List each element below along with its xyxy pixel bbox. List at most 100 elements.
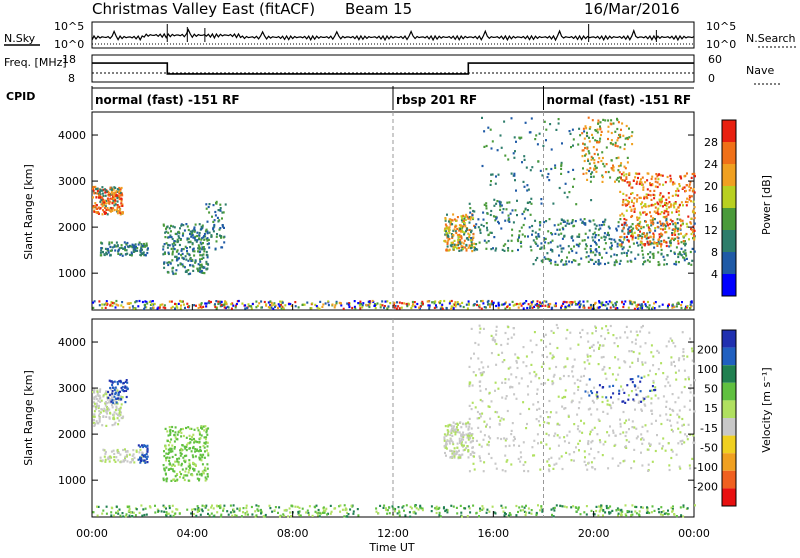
power-echo: [522, 180, 525, 183]
velocity-echo: [567, 415, 570, 418]
velocity-echo: [446, 439, 449, 442]
velocity-echo: [650, 409, 653, 412]
velocity-echo: [202, 472, 205, 475]
power-echo: [629, 183, 632, 186]
power-echo: [591, 236, 594, 239]
power-echo: [529, 213, 532, 216]
velocity-ground-echo: [260, 510, 263, 513]
power-echo: [559, 222, 562, 225]
freq-tick-high: 18: [62, 53, 76, 66]
power-echo: [617, 221, 620, 224]
power-echo: [201, 224, 204, 227]
power-echo: [116, 200, 119, 203]
velocity-echo: [119, 381, 122, 384]
power-echo: [443, 229, 446, 232]
power-ground-echo: [616, 307, 619, 310]
velocity-echo: [628, 350, 631, 353]
velocity-echo: [555, 365, 558, 369]
power-echo: [630, 235, 633, 238]
power-echo: [200, 269, 203, 273]
power-echo: [98, 191, 101, 194]
velocity-echo: [527, 470, 530, 473]
velocity-ground-echo: [201, 504, 204, 507]
velocity-echo: [677, 427, 680, 430]
velocity-echo: [636, 394, 639, 397]
power-echo: [451, 219, 454, 222]
power-echo: [566, 222, 569, 225]
velocity-echo: [111, 392, 114, 395]
velocity-echo: [99, 400, 102, 403]
power-echo: [599, 125, 601, 128]
velocity-echo: [473, 352, 475, 355]
velocity-echo: [200, 434, 203, 437]
power-echo: [521, 233, 524, 236]
power-echo: [653, 241, 656, 245]
power-echo: [453, 228, 456, 231]
velocity-echo: [167, 434, 170, 437]
power-echo: [557, 233, 560, 236]
power-echo: [498, 222, 500, 225]
power-ground-echo: [530, 301, 533, 304]
power-echo: [672, 204, 675, 207]
power-echo: [570, 247, 573, 251]
power-echo: [470, 240, 473, 243]
power-echo: [646, 179, 649, 182]
power-echo: [609, 176, 612, 179]
power-echo: [677, 233, 680, 236]
power-echo: [560, 260, 563, 263]
velocity-echo: [112, 449, 115, 452]
velocity-ground-echo: [421, 509, 424, 512]
cpid-segment-label: normal (fast) -151 RF: [95, 93, 240, 107]
power-echo: [660, 198, 663, 201]
power-echo: [588, 152, 591, 155]
power-echo: [600, 130, 603, 133]
velocity-echo: [638, 400, 641, 403]
power-echo: [103, 201, 106, 204]
power-echo: [663, 258, 666, 261]
power-echo: [597, 260, 600, 263]
power-echo: [594, 167, 597, 170]
power-ground-echo: [115, 299, 118, 303]
power-echo: [615, 178, 618, 181]
velocity-echo: [540, 441, 543, 444]
velocity-ground-echo: [475, 512, 478, 515]
velocity-echo: [664, 449, 667, 452]
power-echo: [561, 237, 564, 240]
power-ground-echo: [381, 300, 384, 303]
power-echo: [547, 230, 550, 233]
power-echo: [202, 265, 205, 269]
power-ground-echo: [148, 300, 151, 303]
velocity-echo: [176, 433, 179, 436]
power-echo: [494, 182, 497, 185]
power-echo: [623, 143, 626, 146]
velocity-ground-echo: [607, 507, 610, 510]
velocity-echo: [643, 397, 646, 400]
power-echo: [590, 199, 593, 202]
velocity-echo: [547, 422, 550, 425]
power-echo: [207, 238, 210, 241]
velocity-ground-echo: [240, 515, 243, 518]
y-tick-label: 4000: [58, 129, 86, 142]
power-echo: [631, 236, 634, 239]
power-echo: [618, 243, 621, 246]
velocity-echo: [481, 371, 484, 374]
power-echo: [570, 146, 572, 149]
power-echo: [567, 245, 570, 248]
velocity-echo: [515, 376, 518, 379]
velocity-echo: [106, 409, 109, 412]
velocity-echo: [198, 431, 201, 434]
velocity-echo: [639, 380, 642, 383]
power-echo: [625, 194, 628, 197]
velocity-echo: [119, 397, 122, 400]
velocity-echo: [111, 383, 114, 387]
power-echo: [195, 240, 198, 243]
power-echo: [654, 202, 657, 206]
power-echo: [628, 196, 631, 199]
velocity-echo: [143, 444, 146, 447]
velocity-echo: [190, 427, 193, 430]
power-echo: [201, 257, 203, 260]
velocity-echo: [652, 381, 655, 384]
power-echo: [588, 162, 591, 165]
velocity-ground-echo: [128, 509, 131, 513]
power-echo: [499, 134, 502, 137]
